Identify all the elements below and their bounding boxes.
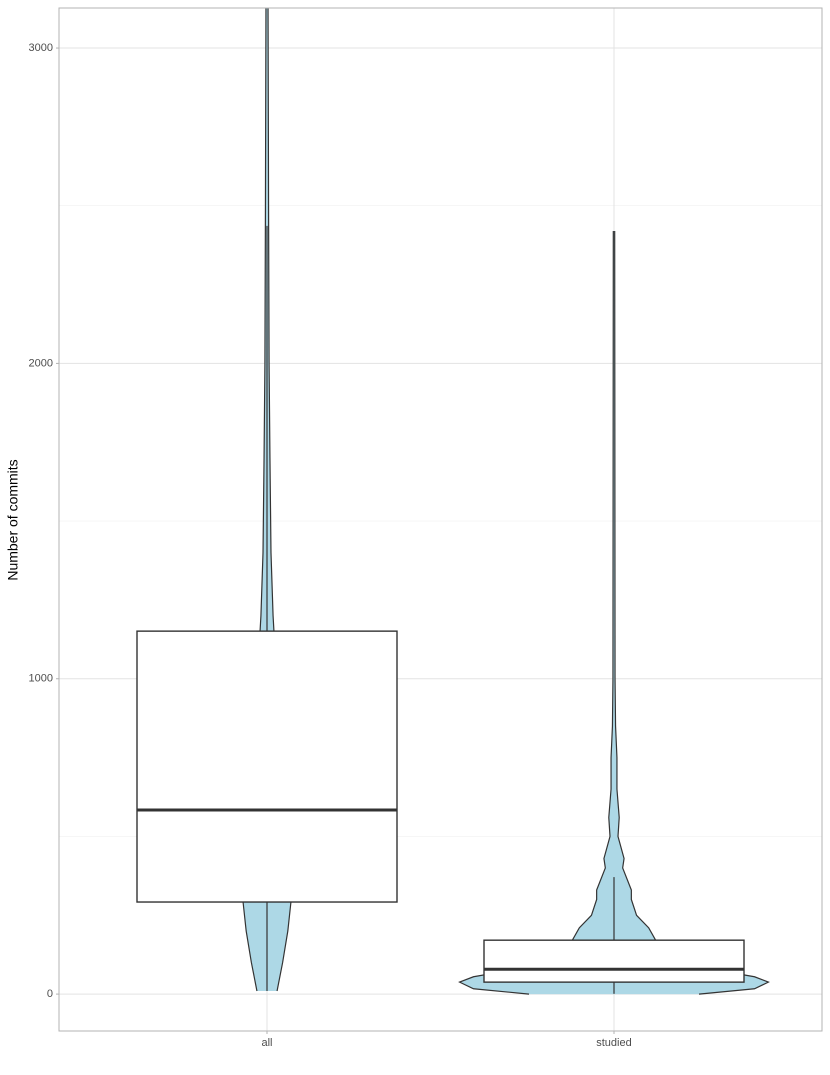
violin-fill bbox=[459, 230, 614, 995]
violin-fill bbox=[614, 230, 769, 995]
y-tick-label: 2000 bbox=[29, 357, 53, 369]
plot-area bbox=[59, 8, 822, 1031]
y-tick-label: 0 bbox=[47, 988, 53, 1000]
x-tick-label: studied bbox=[596, 1037, 631, 1049]
y-axis-label: Number of commits bbox=[5, 459, 21, 580]
panel-border bbox=[58, 7, 823, 1032]
box bbox=[483, 939, 745, 983]
violin-outline bbox=[614, 230, 770, 995]
violin-outline bbox=[458, 230, 614, 995]
box bbox=[136, 630, 398, 903]
x-tick-label: all bbox=[261, 1037, 272, 1049]
y-tick-label: 1000 bbox=[29, 673, 53, 685]
y-tick-label: 3000 bbox=[29, 42, 53, 54]
